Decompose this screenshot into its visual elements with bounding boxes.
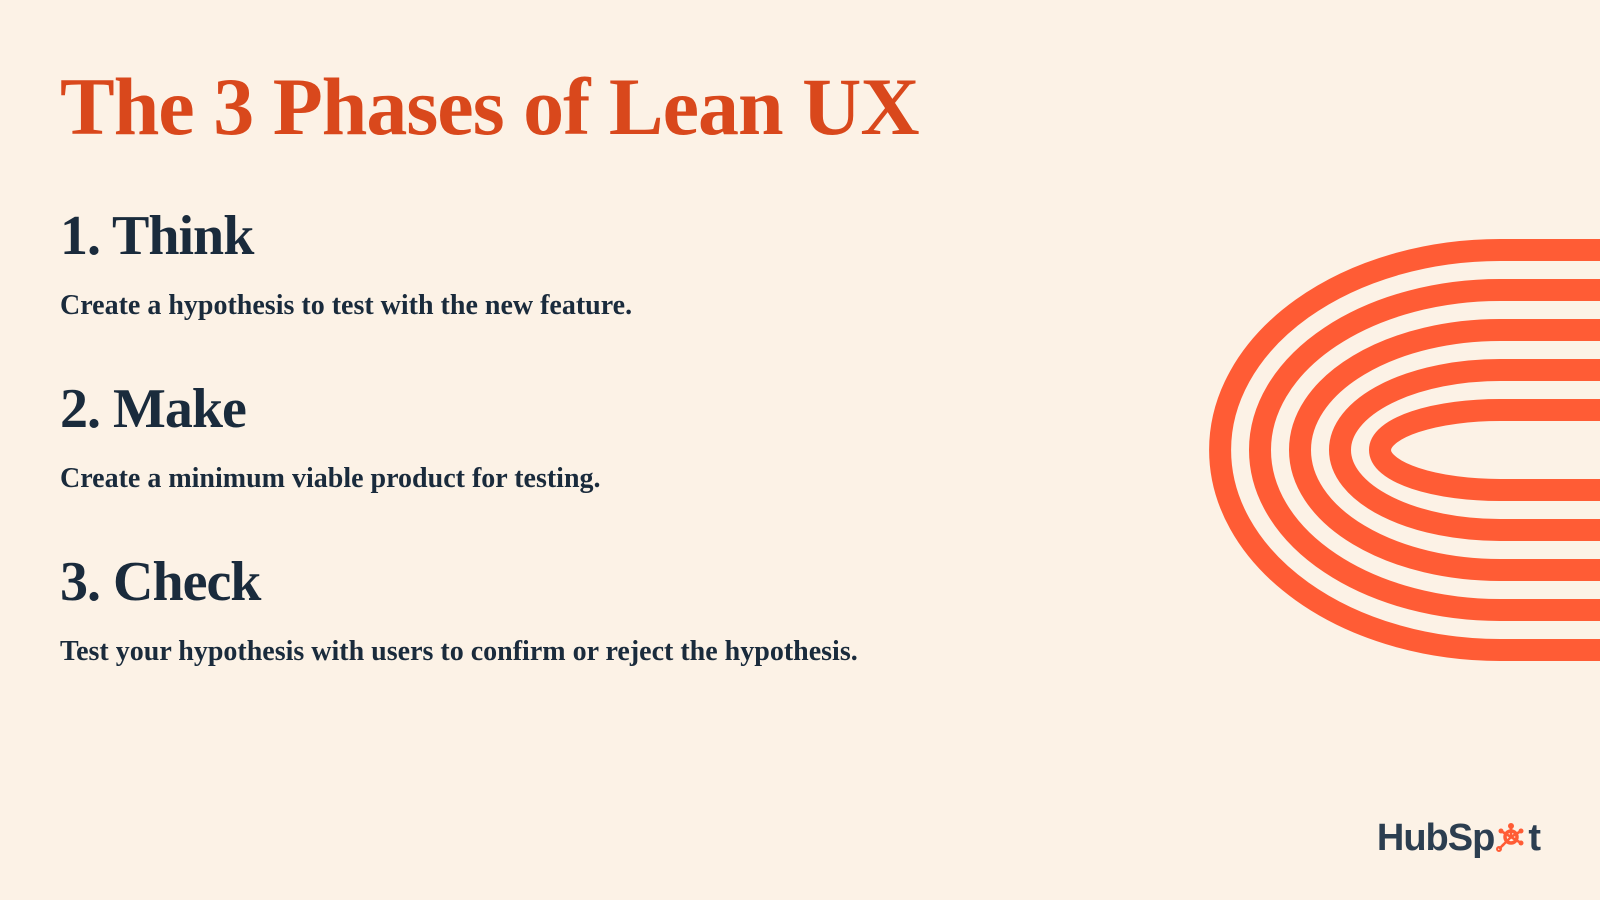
logo-text-after: t: [1528, 817, 1540, 860]
logo-text-before: HubSp: [1377, 817, 1494, 860]
phase-item-3: 3. Check Test your hypothesis with users…: [60, 550, 1520, 668]
sprocket-icon: [1496, 822, 1526, 852]
phase-description: Create a minimum viable product for test…: [60, 463, 1520, 495]
phase-heading: 3. Check: [60, 550, 1520, 614]
brand-logo: HubSp t: [1377, 817, 1540, 860]
phase-item-1: 1. Think Create a hypothesis to test wit…: [60, 204, 1520, 322]
slide-title: The 3 Phases of Lean UX: [60, 60, 1520, 154]
slide-container: The 3 Phases of Lean UX 1. Think Create …: [0, 0, 1600, 900]
phase-description: Create a hypothesis to test with the new…: [60, 290, 1520, 322]
phase-description: Test your hypothesis with users to confi…: [60, 636, 1520, 668]
phase-heading: 1. Think: [60, 204, 1520, 268]
phase-item-2: 2. Make Create a minimum viable product …: [60, 377, 1520, 495]
phase-heading: 2. Make: [60, 377, 1520, 441]
